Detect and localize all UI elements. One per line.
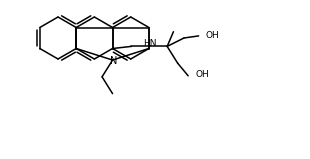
Text: N: N <box>110 56 117 66</box>
Text: OH: OH <box>206 31 219 40</box>
Text: HN: HN <box>144 39 157 48</box>
Text: OH: OH <box>195 70 209 79</box>
